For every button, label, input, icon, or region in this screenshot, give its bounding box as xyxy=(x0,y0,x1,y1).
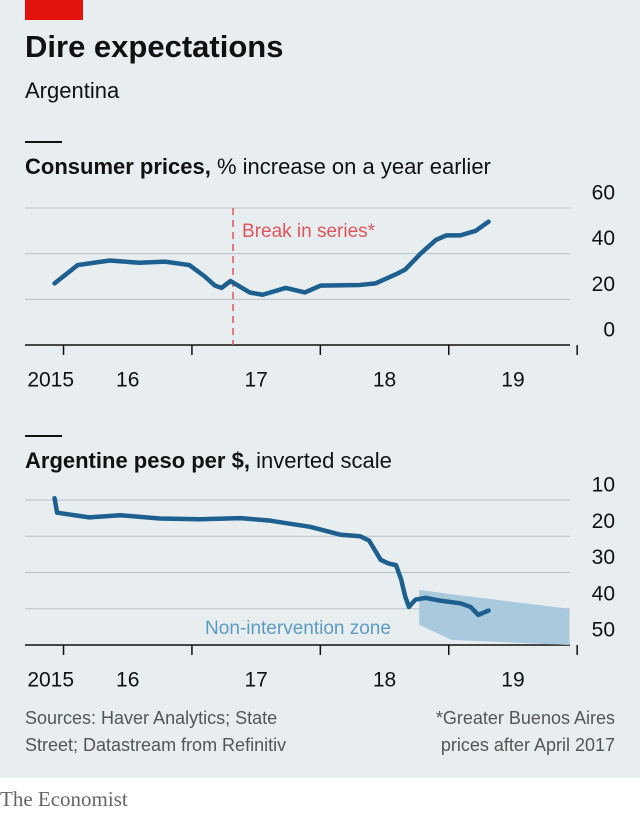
line xyxy=(52,219,491,298)
x-tick-label: 19 xyxy=(501,669,524,692)
sources: Street; Datastream from Refinitiv xyxy=(25,735,286,755)
y-tick-label: 30 xyxy=(592,546,615,569)
panel-title: Argentine peso per $, inverted scale xyxy=(25,448,392,473)
panel-title-rest: % increase on a year earlier xyxy=(217,154,491,179)
sources: Sources: Haver Analytics; State xyxy=(25,708,277,728)
y-tick-label: 20 xyxy=(592,510,615,533)
x-tick-label: 17 xyxy=(244,369,267,392)
break-label: Break in series* xyxy=(242,221,376,242)
background xyxy=(0,0,640,778)
footnote: *Greater Buenos Aires xyxy=(436,708,615,728)
line xyxy=(52,495,491,618)
footnote: prices after April 2017 xyxy=(441,735,615,755)
y-tick-label: 50 xyxy=(592,619,615,642)
zone-label: Non-intervention zone xyxy=(205,618,391,639)
y-tick-label: 60 xyxy=(592,182,615,205)
y-tick-label: 40 xyxy=(592,582,615,605)
panel-title: Consumer prices, % increase on a year ea… xyxy=(25,154,491,179)
x-tick-label: 17 xyxy=(244,669,267,692)
x-tick-label: 16 xyxy=(116,369,139,392)
title: Dire expectations xyxy=(25,29,283,64)
y-tick-label: 40 xyxy=(592,227,615,250)
x-tick-label: 2015 xyxy=(27,669,74,692)
x-tick-label: 2015 xyxy=(27,369,74,392)
x-tick-label: 19 xyxy=(501,369,524,392)
x-tick-label: 16 xyxy=(116,669,139,692)
x-tick-label: 18 xyxy=(373,669,396,692)
subtitle: Argentina xyxy=(25,78,120,103)
y-tick-label: 10 xyxy=(592,474,615,497)
brand: The Economist xyxy=(0,787,128,811)
panel-title-bold: Consumer prices, xyxy=(25,154,211,179)
y-tick-label: 0 xyxy=(603,319,615,342)
panel-title-bold: Argentine peso per $, xyxy=(25,448,250,473)
x-tick-label: 18 xyxy=(373,369,396,392)
red-tag xyxy=(25,0,83,20)
y-tick-label: 20 xyxy=(592,273,615,296)
panel-title-rest: inverted scale xyxy=(256,448,392,473)
